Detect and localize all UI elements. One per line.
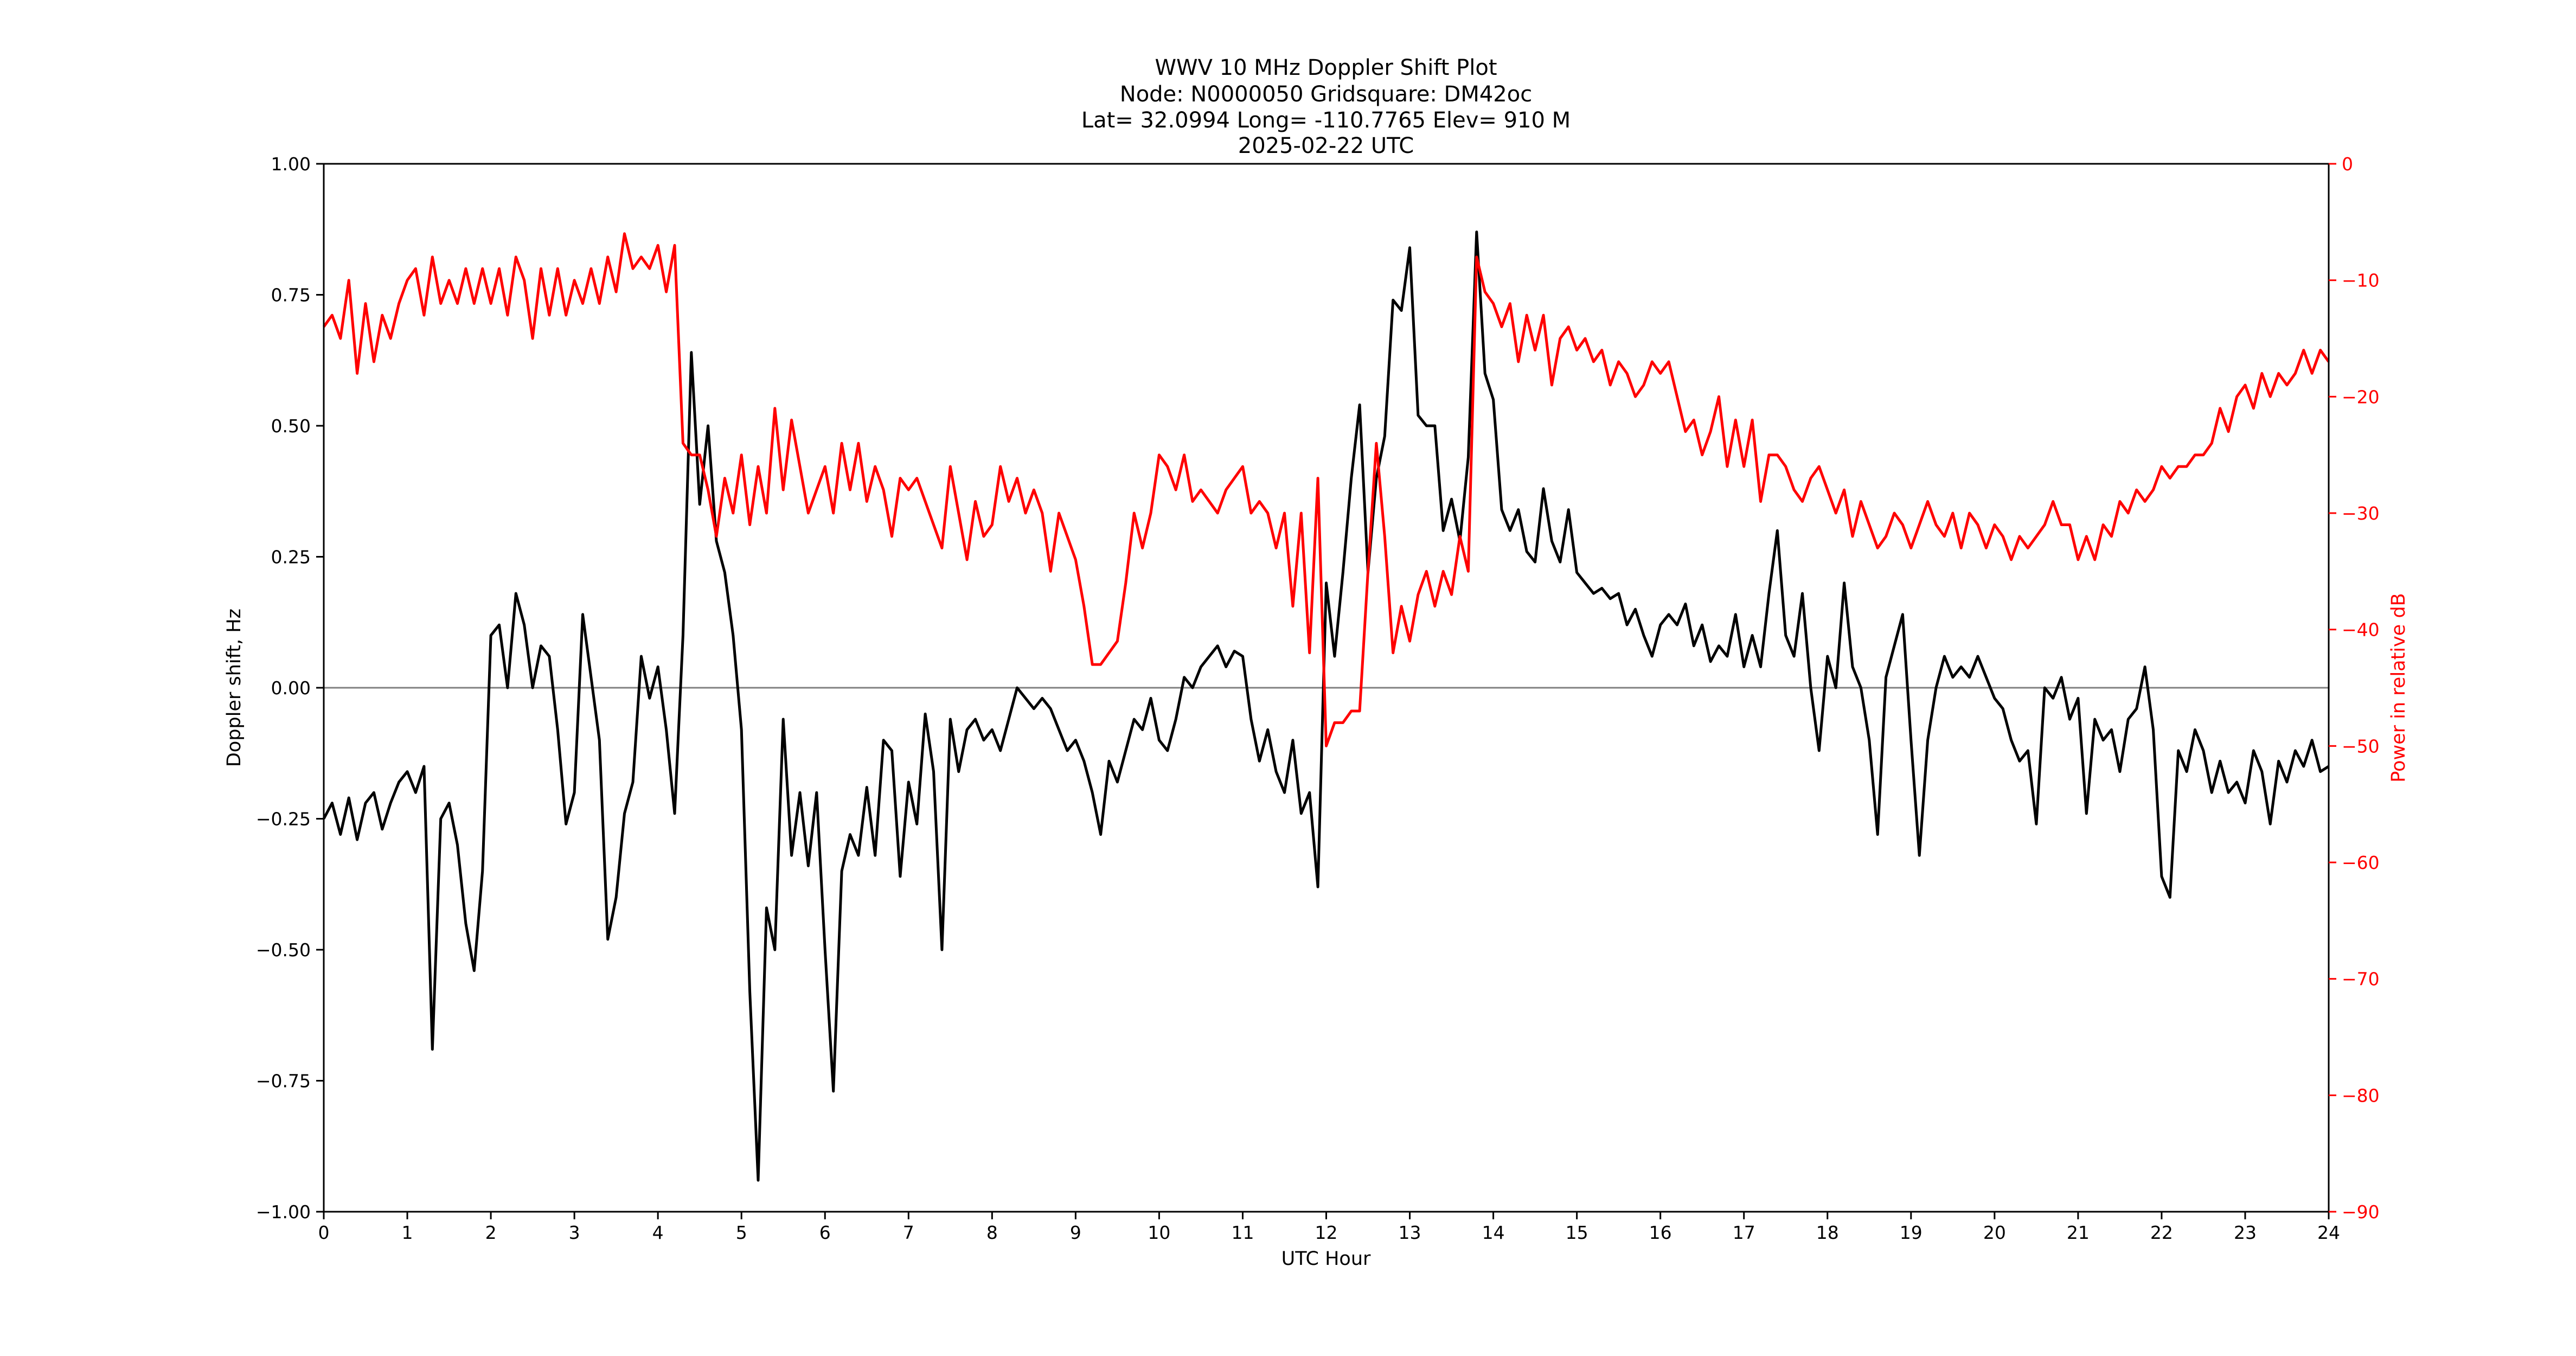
chart-title: WWV 10 MHz Doppler Shift Plot Node: N000… bbox=[1081, 55, 1571, 158]
x-tick-label: 24 bbox=[2317, 1222, 2340, 1243]
x-tick-label: 10 bbox=[1148, 1222, 1170, 1243]
x-tick-label: 0 bbox=[318, 1222, 330, 1243]
x-tick-label: 20 bbox=[1983, 1222, 2006, 1243]
x-tick-label: 12 bbox=[1315, 1222, 1338, 1243]
y-right-tick-label: −90 bbox=[2342, 1201, 2380, 1223]
x-axis-label: UTC Hour bbox=[1281, 1248, 1371, 1270]
x-tick-label: 13 bbox=[1399, 1222, 1421, 1243]
y-left-tick-label: 0.75 bbox=[271, 285, 311, 306]
y-right-tick-label: −40 bbox=[2342, 619, 2380, 641]
y-right-tick-label: −70 bbox=[2342, 969, 2380, 990]
x-tick-label: 5 bbox=[736, 1222, 747, 1243]
y-left-tick-label: 1.00 bbox=[271, 153, 311, 175]
x-axis: 0 1 2 3 4 5 6 7 8 9 10 11 12 13 14 15 16 17 18 19 20 21 22 23 24 bbox=[318, 1212, 2340, 1243]
title-line-4: 2025-02-22 UTC bbox=[1238, 133, 1414, 158]
doppler-series-line bbox=[322, 231, 2330, 1182]
y-right-tick-label: −50 bbox=[2342, 735, 2380, 757]
y-left-tick-label: −0.75 bbox=[256, 1071, 311, 1092]
y-left-tick-label: 0.00 bbox=[271, 677, 311, 699]
series-layer bbox=[322, 231, 2330, 1182]
y-right-tick-label: −60 bbox=[2342, 852, 2380, 873]
y-left-tick-label: −0.50 bbox=[256, 939, 311, 961]
x-tick-label: 19 bbox=[1900, 1222, 1923, 1243]
x-tick-label: 14 bbox=[1482, 1222, 1505, 1243]
x-tick-label: 1 bbox=[402, 1222, 413, 1243]
x-tick-label: 4 bbox=[652, 1222, 664, 1243]
y-right-tick-label: −20 bbox=[2342, 386, 2380, 407]
y-right-tick-label: −80 bbox=[2342, 1085, 2380, 1106]
x-tick-label: 9 bbox=[1070, 1222, 1081, 1243]
x-tick-label: 16 bbox=[1649, 1222, 1672, 1243]
y-right-tick-label: −30 bbox=[2342, 503, 2380, 524]
y-left-tick-label: −0.25 bbox=[256, 809, 311, 830]
y-left-tick-label: 0.25 bbox=[271, 547, 311, 568]
y-right-tick-label: −10 bbox=[2342, 270, 2380, 291]
x-tick-label: 11 bbox=[1231, 1222, 1254, 1243]
x-tick-label: 2 bbox=[485, 1222, 497, 1243]
x-tick-label: 22 bbox=[2150, 1222, 2173, 1243]
title-line-3: Lat= 32.0994 Long= -110.7765 Elev= 910 M bbox=[1081, 108, 1571, 133]
x-tick-label: 15 bbox=[1566, 1222, 1588, 1243]
title-line-1: WWV 10 MHz Doppler Shift Plot bbox=[1155, 55, 1497, 80]
x-tick-label: 23 bbox=[2234, 1222, 2257, 1243]
x-tick-label: 3 bbox=[569, 1222, 580, 1243]
x-tick-label: 6 bbox=[819, 1222, 831, 1243]
power-series-line bbox=[322, 232, 2330, 747]
y-axis-right: 0 −10 −20 −30 −40 −50 −60 −70 −80 −90 bbox=[2329, 153, 2380, 1223]
x-tick-label: 8 bbox=[986, 1222, 998, 1243]
x-tick-label: 7 bbox=[903, 1222, 914, 1243]
y-right-tick-label: 0 bbox=[2342, 153, 2353, 175]
y-left-tick-label: 0.50 bbox=[271, 415, 311, 437]
x-tick-label: 21 bbox=[2067, 1222, 2090, 1243]
y-axis-right-label: Power in relative dB bbox=[2388, 593, 2410, 782]
y-left-tick-label: −1.00 bbox=[256, 1201, 311, 1223]
x-tick-label: 17 bbox=[1733, 1222, 1755, 1243]
x-tick-label: 18 bbox=[1816, 1222, 1839, 1243]
y-axis-left: 1.00 0.75 0.50 0.25 0.00 −0.25 −0.50 −0.75 −1.00 bbox=[256, 153, 324, 1223]
y-axis-left-label: Doppler shift, Hz bbox=[223, 609, 245, 767]
title-line-2: Node: N0000050 Gridsquare: DM42oc bbox=[1120, 82, 1532, 107]
